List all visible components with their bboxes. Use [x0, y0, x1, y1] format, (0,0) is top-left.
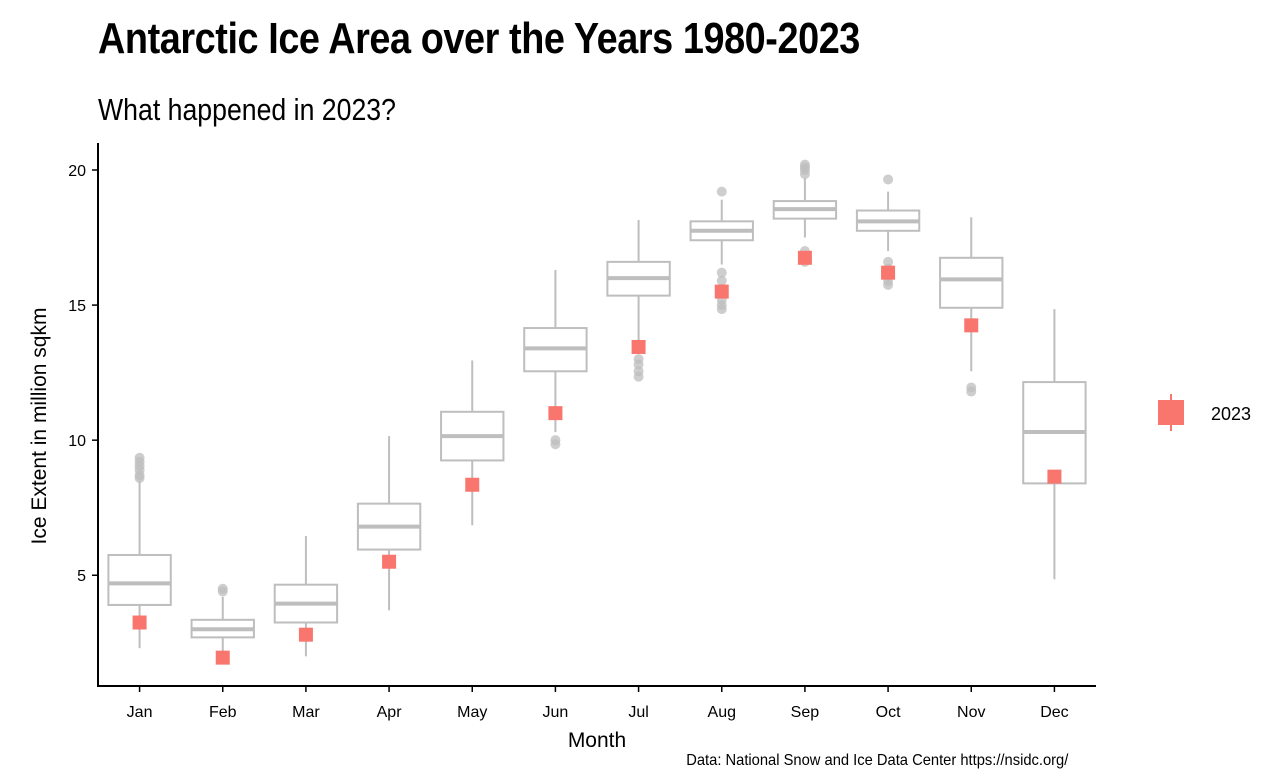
- x-tick-label: Mar: [292, 704, 320, 721]
- box-sep: [772, 159, 838, 267]
- box-apr: [356, 436, 422, 611]
- outlier-point: [716, 275, 727, 286]
- x-tick-label: Sep: [791, 704, 820, 721]
- outlier-point: [966, 382, 977, 393]
- outlier-point: [134, 452, 145, 463]
- x-tick-label: Feb: [209, 704, 237, 721]
- y-tick-label: 20: [68, 163, 86, 180]
- outlier-point: [799, 159, 810, 170]
- x-tick-label: Jan: [127, 704, 153, 721]
- point-2023-aug: [714, 284, 729, 299]
- x-tick-label: May: [457, 704, 487, 721]
- box-nov: [939, 217, 1004, 397]
- point-2023-sep: [797, 250, 812, 265]
- box-feb: [190, 583, 255, 654]
- boxplot-layer: [107, 159, 1087, 657]
- box-body: [939, 256, 1004, 309]
- x-tick-label: Jun: [543, 704, 569, 721]
- outlier-point: [883, 256, 894, 267]
- series-2023-points: [132, 250, 1062, 665]
- box-dec: [1022, 309, 1087, 580]
- x-axis-ticks: Jan Feb Mar Apr May Jun Jul Aug Sep Oct Nov Dec: [127, 686, 1069, 721]
- point-2023-mar: [298, 627, 313, 642]
- point-2023-feb: [215, 650, 230, 665]
- legend-label: 2023: [1211, 404, 1251, 424]
- x-tick-label: Aug: [708, 704, 736, 721]
- x-tick-label: Apr: [377, 704, 403, 721]
- chart-caption: Data: National Snow and Ice Data Center …: [685, 752, 1068, 769]
- outlier-point: [716, 186, 727, 197]
- outlier-point: [716, 267, 727, 278]
- chart-subtitle: What happened in 2023?: [98, 92, 396, 127]
- legend-key-square: [1158, 400, 1184, 425]
- box-may: [440, 360, 505, 526]
- y-tick-label: 5: [77, 568, 86, 585]
- box-mar: [273, 536, 339, 657]
- point-2023-nov: [964, 318, 979, 333]
- x-tick-label: Jul: [628, 704, 648, 721]
- legend: 2023: [1158, 394, 1251, 431]
- point-2023-oct: [881, 265, 896, 280]
- box-jul: [606, 219, 671, 382]
- point-2023-dec: [1047, 469, 1062, 484]
- box-jan: [107, 452, 172, 649]
- y-tick-label: 15: [68, 298, 86, 315]
- x-tick-label: Dec: [1040, 704, 1068, 721]
- point-2023-may: [465, 477, 480, 492]
- box-body: [107, 553, 172, 606]
- outlier-point: [550, 435, 561, 446]
- y-tick-label: 10: [68, 433, 86, 450]
- x-tick-label: Nov: [957, 704, 985, 721]
- point-2023-jul: [631, 339, 646, 354]
- point-2023-jan: [132, 615, 147, 630]
- box-jun: [523, 269, 588, 450]
- point-2023-jun: [548, 406, 563, 421]
- y-axis-ticks: 5 10 15 20: [68, 163, 98, 585]
- chart-title: Antarctic Ice Area over the Years 1980-2…: [98, 14, 860, 63]
- x-axis-title: Month: [568, 729, 626, 752]
- y-axis-title: Ice Extent in million sqkm: [28, 308, 51, 545]
- point-2023-apr: [382, 554, 397, 569]
- outlier-point: [217, 583, 228, 594]
- outlier-point: [883, 174, 894, 185]
- x-tick-label: Oct: [876, 704, 901, 721]
- outlier-point: [633, 354, 644, 365]
